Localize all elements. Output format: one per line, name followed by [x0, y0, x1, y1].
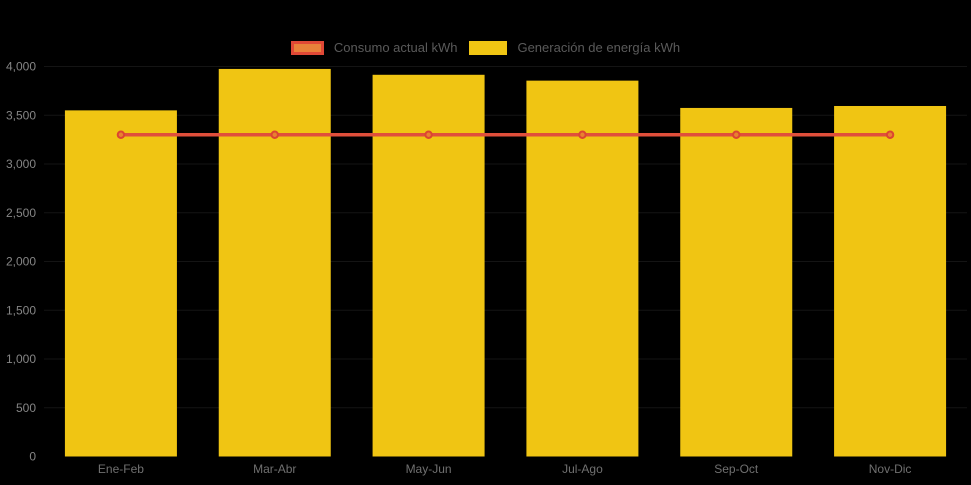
chart-legend: Consumo actual kWh Generación de energía…	[0, 40, 971, 55]
generation-bar-Jul-Ago[interactable]	[526, 80, 639, 457]
y-axis-label-2,000: 2,000	[6, 255, 36, 269]
y-axis-label-1,500: 1,500	[6, 303, 36, 317]
x-axis-label-Jul-Ago: Jul-Ago	[562, 462, 603, 476]
x-axis-label-May-Jun: May-Jun	[406, 462, 452, 476]
x-axis-label-Mar-Abr: Mar-Abr	[253, 462, 296, 476]
legend-item-consumo[interactable]: Consumo actual kWh	[290, 40, 458, 55]
y-axis-label-3,500: 3,500	[6, 108, 36, 122]
legend-label-generacion: Generación de energía kWh	[517, 40, 681, 55]
generation-bar-Nov-Dic[interactable]	[834, 105, 947, 457]
generation-bar-Mar-Abr[interactable]	[218, 68, 331, 457]
x-axis-label-Nov-Dic: Nov-Dic	[869, 462, 912, 476]
line-marker-Mar-Abr[interactable]	[270, 130, 279, 139]
line-marker-Sep-Oct[interactable]	[732, 130, 741, 139]
y-axis-label-1,000: 1,000	[6, 352, 36, 366]
legend-item-generacion[interactable]: Generación de energía kWh	[469, 40, 680, 55]
x-axis-label-Ene-Feb: Ene-Feb	[98, 462, 144, 476]
x-axis-label-Sep-Oct: Sep-Oct	[714, 462, 759, 476]
y-axis-label-500: 500	[16, 401, 36, 415]
y-axis-label-0: 0	[29, 450, 36, 464]
line-marker-Nov-Dic[interactable]	[885, 130, 895, 139]
line-marker-Ene-Feb[interactable]	[116, 130, 126, 139]
line-marker-May-Jun[interactable]	[424, 130, 433, 139]
y-axis-label-2,500: 2,500	[6, 206, 36, 220]
legend-label-consumo: Consumo actual kWh	[333, 40, 458, 55]
generacion-bar-swatch-icon	[469, 40, 508, 55]
consumo-line-swatch-icon	[290, 40, 324, 55]
y-axis-label-3,000: 3,000	[6, 157, 36, 171]
y-axis-label-4,000: 4,000	[6, 60, 36, 74]
line-marker-Jul-Ago[interactable]	[578, 130, 587, 139]
generation-bar-Sep-Oct[interactable]	[680, 107, 793, 457]
generation-bar-Ene-Feb[interactable]	[64, 110, 177, 457]
